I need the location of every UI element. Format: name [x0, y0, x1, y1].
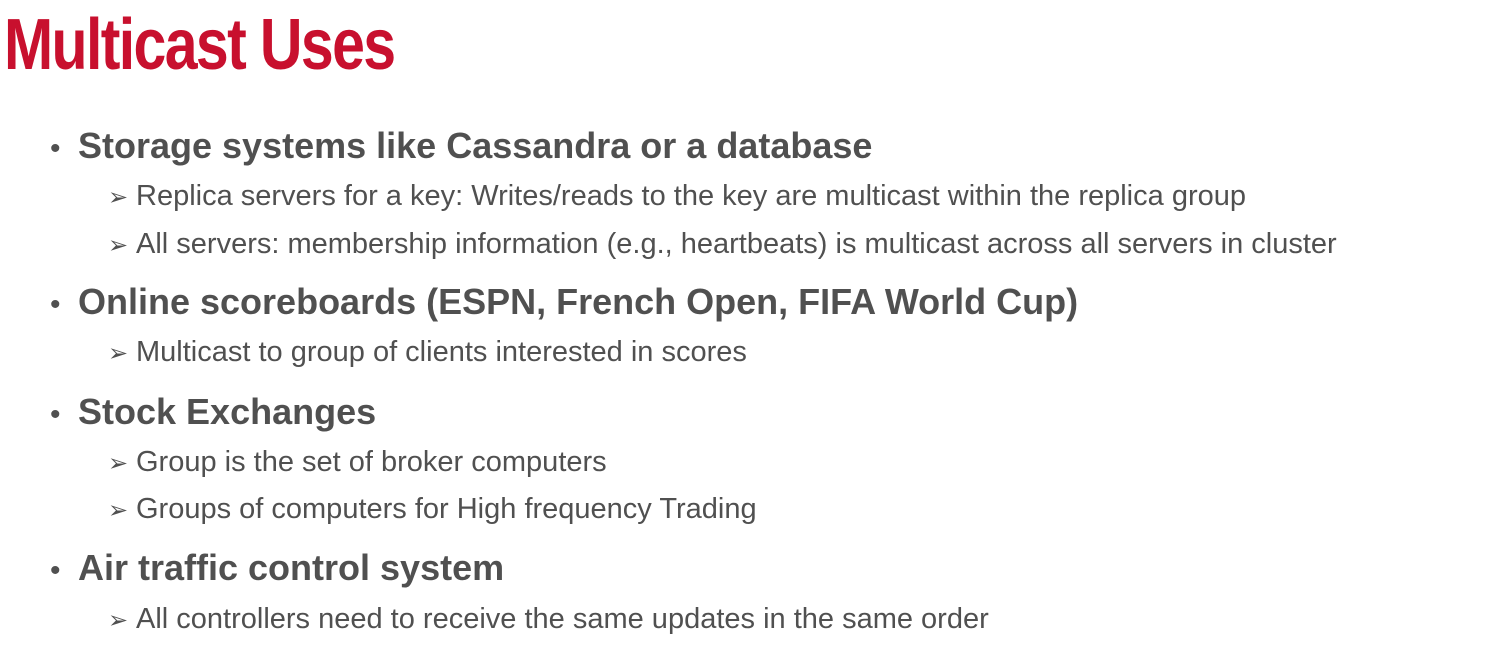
arrow-bullet-icon: ➢: [108, 340, 129, 367]
sub-item-text: All servers: membership information (e.g…: [136, 228, 1337, 260]
arrow-bullet-icon: ➢: [108, 497, 129, 524]
arrow-bullet-icon: ➢: [108, 184, 129, 211]
sub-item-text: Multicast to group of clients interested…: [136, 336, 747, 368]
bullet-item-scoreboards: • Online scoreboards (ESPN, French Open, …: [50, 280, 1078, 327]
bullet-text: Online scoreboards (ESPN, French Open, F…: [78, 281, 1079, 322]
arrow-bullet-icon: ➢: [108, 607, 129, 634]
bullet-item-air-traffic: • Air traffic control system: [50, 546, 504, 593]
sub-item-controllers: ➢ All controllers need to receive the sam…: [108, 601, 989, 639]
bullet-icon: •: [50, 554, 61, 587]
bullet-text: Stock Exchanges: [78, 391, 377, 432]
arrow-bullet-icon: ➢: [108, 232, 129, 259]
bullet-text: Storage systems like Cassandra or a data…: [78, 125, 873, 166]
sub-item-text: All controllers need to receive the same…: [136, 603, 989, 635]
sub-item-text: Replica servers for a key: Writes/reads …: [136, 180, 1246, 212]
bullet-icon: •: [50, 132, 61, 165]
arrow-bullet-icon: ➢: [108, 450, 129, 477]
sub-item-text: Groups of computers for High frequency T…: [136, 493, 757, 525]
sub-item-all-servers: ➢ All servers: membership information (e.…: [108, 226, 1337, 264]
bullet-item-stock-exchanges: • Stock Exchanges: [50, 390, 376, 437]
bullet-icon: •: [50, 288, 61, 321]
sub-item-replica-servers: ➢ Replica servers for a key: Writes/reads…: [108, 178, 1246, 216]
bullet-icon: •: [50, 398, 61, 431]
sub-item-text: Group is the set of broker computers: [136, 446, 607, 478]
sub-item-broker-computers: ➢ Group is the set of broker computers: [108, 444, 607, 482]
bullet-item-storage: • Storage systems like Cassandra or a dat…: [50, 124, 872, 171]
bullet-text: Air traffic control system: [78, 547, 505, 588]
sub-item-multicast-clients: ➢ Multicast to group of clients intereste…: [108, 334, 747, 372]
slide-title: Multicast Uses: [4, 5, 396, 85]
sub-item-hft: ➢ Groups of computers for High frequency …: [108, 491, 757, 529]
